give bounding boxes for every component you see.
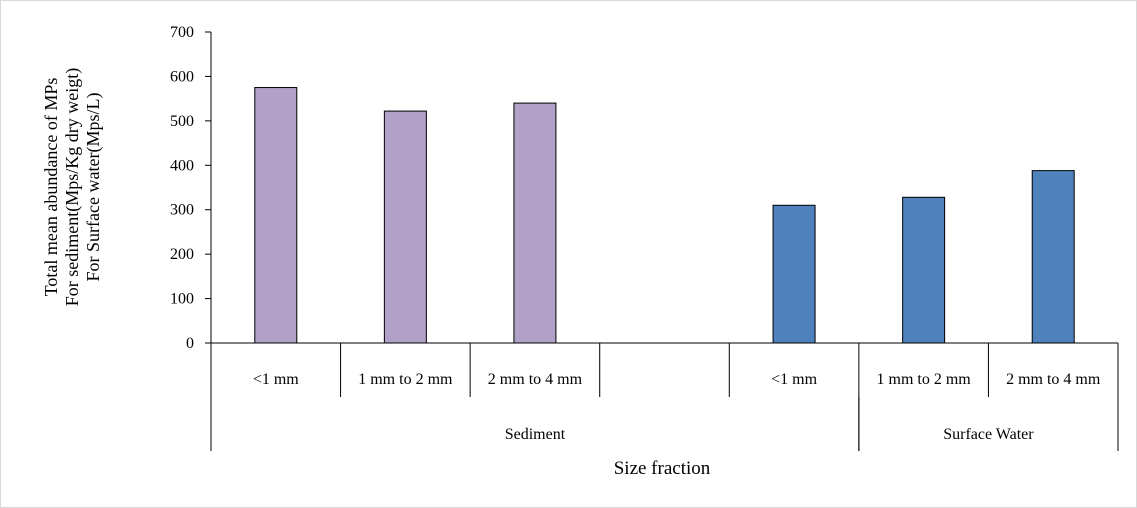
y-tick-label: 400 [170,157,194,174]
y-tick-label: 700 [170,24,194,41]
y-axis-label-line-2: For sediment(Mps/Kg dry weigt) [62,68,83,306]
x-group-label: Sediment [505,426,566,443]
y-axis-label: Total mean abundance of MPs For sediment… [41,68,104,306]
y-tick-label: 300 [170,202,194,219]
bar [902,196,946,344]
y-tick-label: 200 [170,246,194,263]
bar [1031,170,1075,344]
bar [254,87,298,344]
y-axis-label-line-3: For Surface water(Mps/L) [83,93,104,282]
y-tick-label: 500 [170,113,194,130]
bar [383,110,427,344]
x-tick-label: <1 mm [771,371,817,388]
y-tick-label: 100 [170,291,194,308]
y-tick-label: 600 [170,68,194,85]
x-axis: <1 mm 1 mm to 2 mm 2 mm to 4 mm <1 mm 1 mm t… [210,342,1119,451]
y-tick-label: 0 [186,335,194,352]
x-tick-label: 2 mm to 4 mm [1006,371,1101,388]
y-axis-label-line-1: Total mean abundance of MPs [41,78,61,297]
y-axis: 0 100 200 300 400 500 600 700 [170,24,212,352]
x-tick-label: <1 mm [253,371,299,388]
x-tick-label: 1 mm to 2 mm [358,371,453,388]
x-axis-label: Size fraction [614,458,711,479]
x-tick-label: 1 mm to 2 mm [877,371,972,388]
bar [772,204,816,344]
x-tick-label: 2 mm to 4 mm [488,371,583,388]
x-group-label: Surface Water [943,426,1034,443]
bars [254,87,1075,344]
bar [513,102,557,344]
